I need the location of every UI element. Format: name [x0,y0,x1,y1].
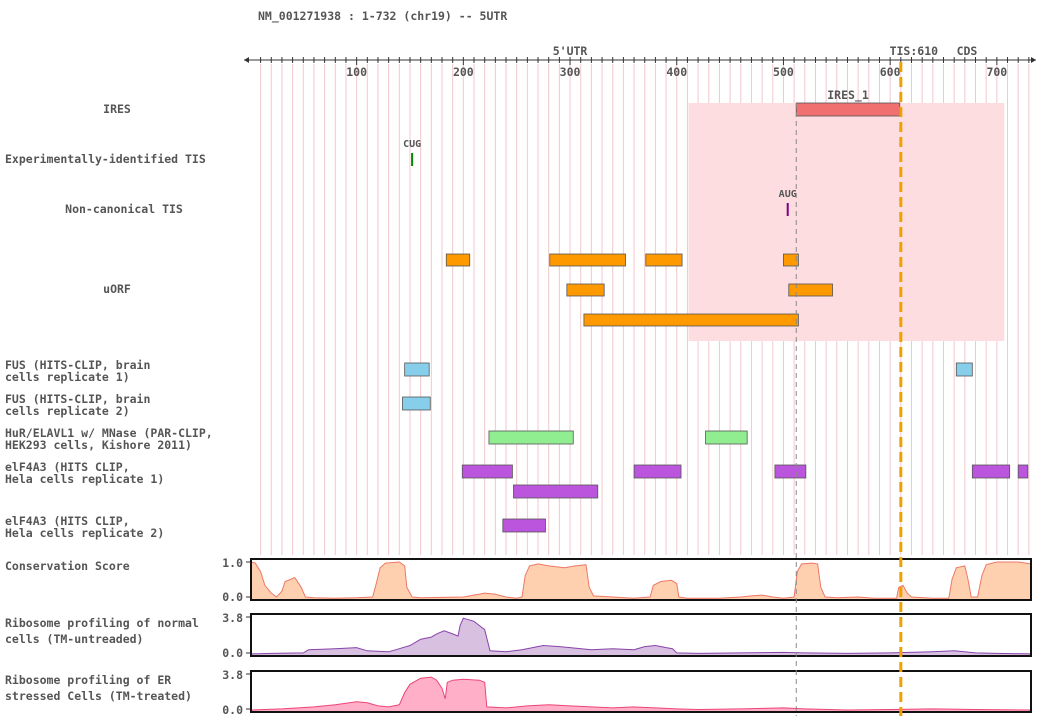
position-markers [795,62,903,716]
ribo_er-frame [250,670,1032,713]
track-labels: IRES Experimentally-identified TIS Non-can… [5,102,213,703]
uorf-feature[interactable] [583,313,799,327]
exp_tis-marker-label: CUG [403,139,421,150]
axis-tick-label: 600 [880,65,901,79]
axis-tick-label: 500 [773,65,794,79]
conservation-label: Conservation Score [5,559,130,573]
axis-tick-label: 100 [346,65,367,79]
ribo_normal-line [250,617,1032,655]
uorf-feature[interactable] [445,253,471,267]
ribo_normal-label: cells (TM-untreaded) [5,632,143,646]
ires-shade-region [688,103,1005,341]
hur-feature[interactable] [488,430,574,445]
fus1-feature[interactable] [404,362,430,377]
track-label: FUS (HITS-CLIP, brain [5,392,150,406]
track-label: IRES [103,102,131,116]
uorf-feature[interactable] [549,253,626,267]
ribo_er-label: stressed Cells (TM-treated) [5,689,192,703]
elf4a3_2-feature[interactable] [502,518,546,533]
conservation-ymax-label: 1.0 [222,556,243,570]
conservation-ymin-label: 0.0 [222,590,243,604]
axis-tick-label: 700 [986,65,1007,79]
coordinate-axis: 5'UTR TIS:610 CDS 100 200 300 400 500 600 700 [244,44,1036,79]
fus2-feature[interactable] [402,396,431,411]
elf4a3_1-feature[interactable] [633,464,682,479]
axis-tick-label: 400 [666,65,687,79]
ribo_normal-area [251,618,1031,655]
track-label: HEK293 cells, Kishore 2011) [5,438,192,452]
fus1-feature[interactable] [955,362,973,377]
track-label: Hela cells replicate 2) [5,526,164,540]
uorf-feature[interactable] [788,283,833,297]
track-label: HuR/ELAVL1 w/ MNase (PAR-CLIP, [5,426,213,440]
track-label: Hela cells replicate 1) [5,472,164,486]
elf4a3_1-feature[interactable] [774,464,807,479]
uorf-feature[interactable] [783,253,799,267]
track-label: uORF [103,282,131,296]
ribo_er-line [250,676,1032,711]
tis-label: TIS:610 [890,44,939,58]
track-label: elF4A3 (HITS CLIP, [5,514,130,528]
track-label: Experimentally-identified TIS [5,152,206,166]
ribo_er-ymax-label: 3.8 [222,668,243,682]
ribo_normal-ymax-label: 3.8 [222,611,243,625]
track-label: cells replicate 1) [5,370,130,384]
hur-feature[interactable] [705,430,748,445]
signal-plots: 1.0 0.0 3.8 0.0 3.8 0.0 [222,556,1032,717]
track-label: elF4A3 (HITS CLIP, [5,460,130,474]
uorf-feature[interactable] [566,283,605,297]
axis-tick-label: 200 [453,65,474,79]
track-label: cells replicate 2) [5,404,130,418]
axis-tick-label: 300 [560,65,581,79]
axis-right-arrow-icon [1031,57,1036,63]
axis-left-arrow-icon [244,57,249,63]
ribo_normal-label: Ribosome profiling of normal [5,616,199,630]
noncanonical_tis-marker-label: AUG [779,189,797,200]
conservation-frame [250,558,1032,601]
ires-feature-label: IRES_1 [827,88,869,103]
elf4a3_1-feature[interactable] [1017,464,1029,479]
elf4a3_1-feature[interactable] [971,464,1011,479]
ires-feature[interactable] [795,102,901,117]
utr-region-label: 5'UTR [553,44,588,58]
ribo_er-area [251,677,1031,711]
track-features: IRES_1 CUG AUG [402,88,1029,533]
ribo_normal-ymin-label: 0.0 [222,646,243,660]
cds-label: CDS [957,44,978,58]
track-label: FUS (HITS-CLIP, brain [5,358,150,372]
track-label: Non-canonical TIS [65,202,183,216]
transcript-title: NM_001271938 : 1-732 (chr19) -- 5UTR [258,9,507,24]
elf4a3_1-feature[interactable] [461,464,513,479]
conservation-area [251,562,1031,599]
ires-shade [688,103,1005,341]
ribo_er-ymin-label: 0.0 [222,703,243,717]
conservation-line [250,561,1032,599]
elf4a3_1-feature[interactable] [513,484,599,499]
ribo_normal-frame [250,613,1032,657]
uorf-feature[interactable] [645,253,683,267]
ribo_er-label: Ribosome profiling of ER [5,673,171,687]
